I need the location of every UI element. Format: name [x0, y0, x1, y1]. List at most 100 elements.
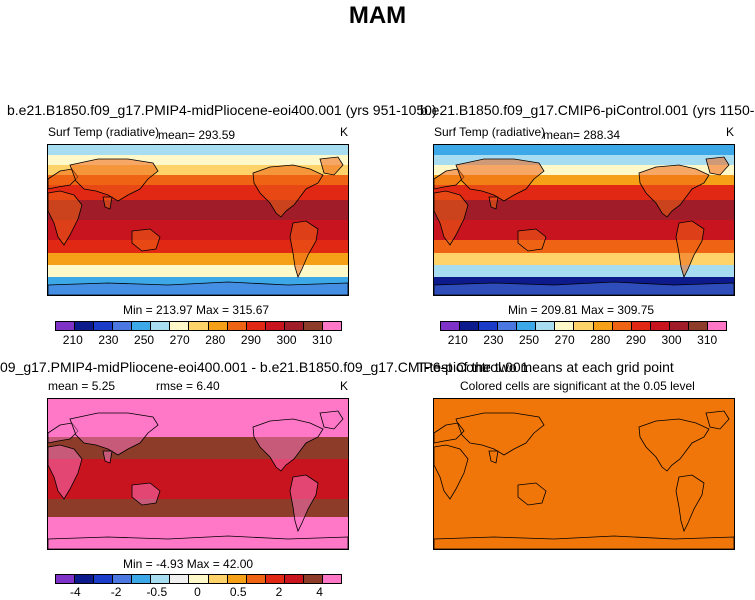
colorbar-tick-label: 230: [483, 333, 504, 347]
colorbar-swatch: [322, 322, 341, 330]
colorbar-tick-label: 210: [62, 333, 83, 347]
coastline-antarctica: [434, 535, 734, 549]
temperature-band: [434, 155, 734, 165]
coastline-europe: [434, 422, 465, 444]
colorbar-tick-label: 300: [276, 333, 297, 347]
panel1-title: b.e21.B1850.f09_g17.PMIP4-midPliocene-eo…: [7, 102, 437, 118]
temperature-band: [48, 240, 348, 253]
temperature-band: [434, 145, 734, 155]
coastline-greenland: [705, 156, 730, 176]
coastline-greenland: [319, 410, 344, 430]
coastline-north-america: [252, 418, 324, 472]
colorbar-tick-label: 310: [697, 333, 718, 347]
colorbar-swatch: [688, 322, 708, 330]
colorbar-swatch: [593, 322, 613, 330]
temperature-band: [434, 175, 734, 185]
colorbar-swatch: [151, 575, 171, 583]
panel2-mean: mean= 288.34: [543, 128, 621, 142]
coastline-australia: [517, 482, 547, 506]
coastline-india: [488, 196, 499, 210]
panel4-map: [433, 398, 735, 550]
colorbar-tick-label: 2: [275, 585, 283, 599]
colorbar-tick-label: 210: [447, 333, 468, 347]
colorbar-swatch: [246, 575, 266, 583]
colorbar-swatch: [132, 575, 152, 583]
panel3-colorbar: [55, 574, 342, 584]
colorbar-swatch: [303, 322, 323, 330]
coastline-south-america: [675, 474, 705, 533]
colorbar-swatch: [265, 575, 285, 583]
panel2-colorbar: [440, 321, 727, 331]
coastline-africa: [48, 444, 83, 500]
colorbar-swatch: [208, 575, 228, 583]
colorbar-swatch: [555, 322, 575, 330]
colorbar-swatch: [536, 322, 556, 330]
colorbar-swatch: [303, 575, 323, 583]
panel2-minmax: Min = 209.81 Max = 309.75: [508, 303, 655, 317]
panel1-units: K: [340, 125, 349, 139]
coastline-asia: [455, 158, 545, 202]
temperature-band: [434, 165, 734, 175]
coastline-australia: [131, 482, 161, 506]
colorbar-swatch: [631, 322, 651, 330]
colorbar-tick-label: 4: [316, 585, 323, 599]
temperature-band: [48, 165, 348, 175]
coastline-asia: [69, 412, 159, 456]
panel1-mean: mean= 293.59: [158, 128, 236, 142]
colorbar-tick-label: 280: [590, 333, 611, 347]
coastline-antarctica: [48, 535, 348, 549]
temperature-band: [48, 155, 348, 165]
panel2-title: b.e21.B1850.f09_g17.CMIP6-piControl.001 …: [420, 102, 755, 118]
colorbar-swatch: [650, 322, 670, 330]
temperature-band: [434, 253, 734, 265]
coastline-africa: [434, 444, 469, 500]
coastline-south-america: [289, 220, 319, 279]
colorbar-swatch: [265, 322, 285, 330]
temperature-band: [48, 265, 348, 277]
colorbar-swatch: [113, 575, 133, 583]
colorbar-swatch: [94, 575, 114, 583]
colorbar-swatch: [189, 322, 209, 330]
panel1-variable: Surf Temp (radiative): [48, 125, 160, 139]
panel3-title: 09_g17.PMIP4-midPliocene-eoi400.001 - b.…: [0, 359, 529, 375]
coastline-europe: [434, 168, 465, 190]
colorbar-tick-label: 0: [194, 585, 201, 599]
panel4-title: T-test of the two means at each grid poi…: [417, 359, 674, 375]
colorbar-swatch: [170, 575, 190, 583]
panel3-mean: mean = 5.25: [48, 379, 116, 393]
temperature-band: [48, 220, 348, 240]
coastline-australia: [517, 228, 547, 252]
colorbar-swatch: [669, 322, 689, 330]
colorbar-tick-label: 230: [98, 333, 119, 347]
colorbar-tick-label: 280: [205, 333, 226, 347]
colorbar-swatch: [75, 575, 95, 583]
panel3-map: [47, 398, 349, 550]
colorbar-tick-label: -4: [70, 585, 81, 599]
colorbar-swatch: [170, 322, 190, 330]
coastline-north-america: [638, 418, 710, 472]
coastline-greenland: [705, 410, 730, 430]
coastline-asia: [69, 158, 159, 202]
colorbar-swatch: [284, 322, 304, 330]
colorbar-swatch: [94, 322, 114, 330]
colorbar-tick-label: 250: [519, 333, 540, 347]
colorbar-tick-label: 250: [134, 333, 155, 347]
colorbar-swatch: [56, 322, 76, 330]
colorbar-swatch: [441, 322, 461, 330]
colorbar-swatch: [707, 322, 726, 330]
colorbar-tick-label: 0.5: [229, 585, 247, 599]
coastline-africa: [48, 190, 83, 246]
colorbar-swatch: [246, 322, 266, 330]
coastline-greenland: [319, 156, 344, 176]
coastline-europe: [48, 168, 79, 190]
significant-cells: [434, 399, 734, 549]
coastline-antarctica: [434, 281, 734, 295]
coastline-india: [102, 196, 113, 210]
colorbar-tick-label: 270: [554, 333, 575, 347]
coastline-india: [488, 450, 499, 464]
temperature-band: [48, 175, 348, 185]
colorbar-tick-label: 290: [240, 333, 261, 347]
coastline-europe: [48, 422, 79, 444]
colorbar-swatch: [479, 322, 499, 330]
temperature-band: [434, 265, 734, 277]
